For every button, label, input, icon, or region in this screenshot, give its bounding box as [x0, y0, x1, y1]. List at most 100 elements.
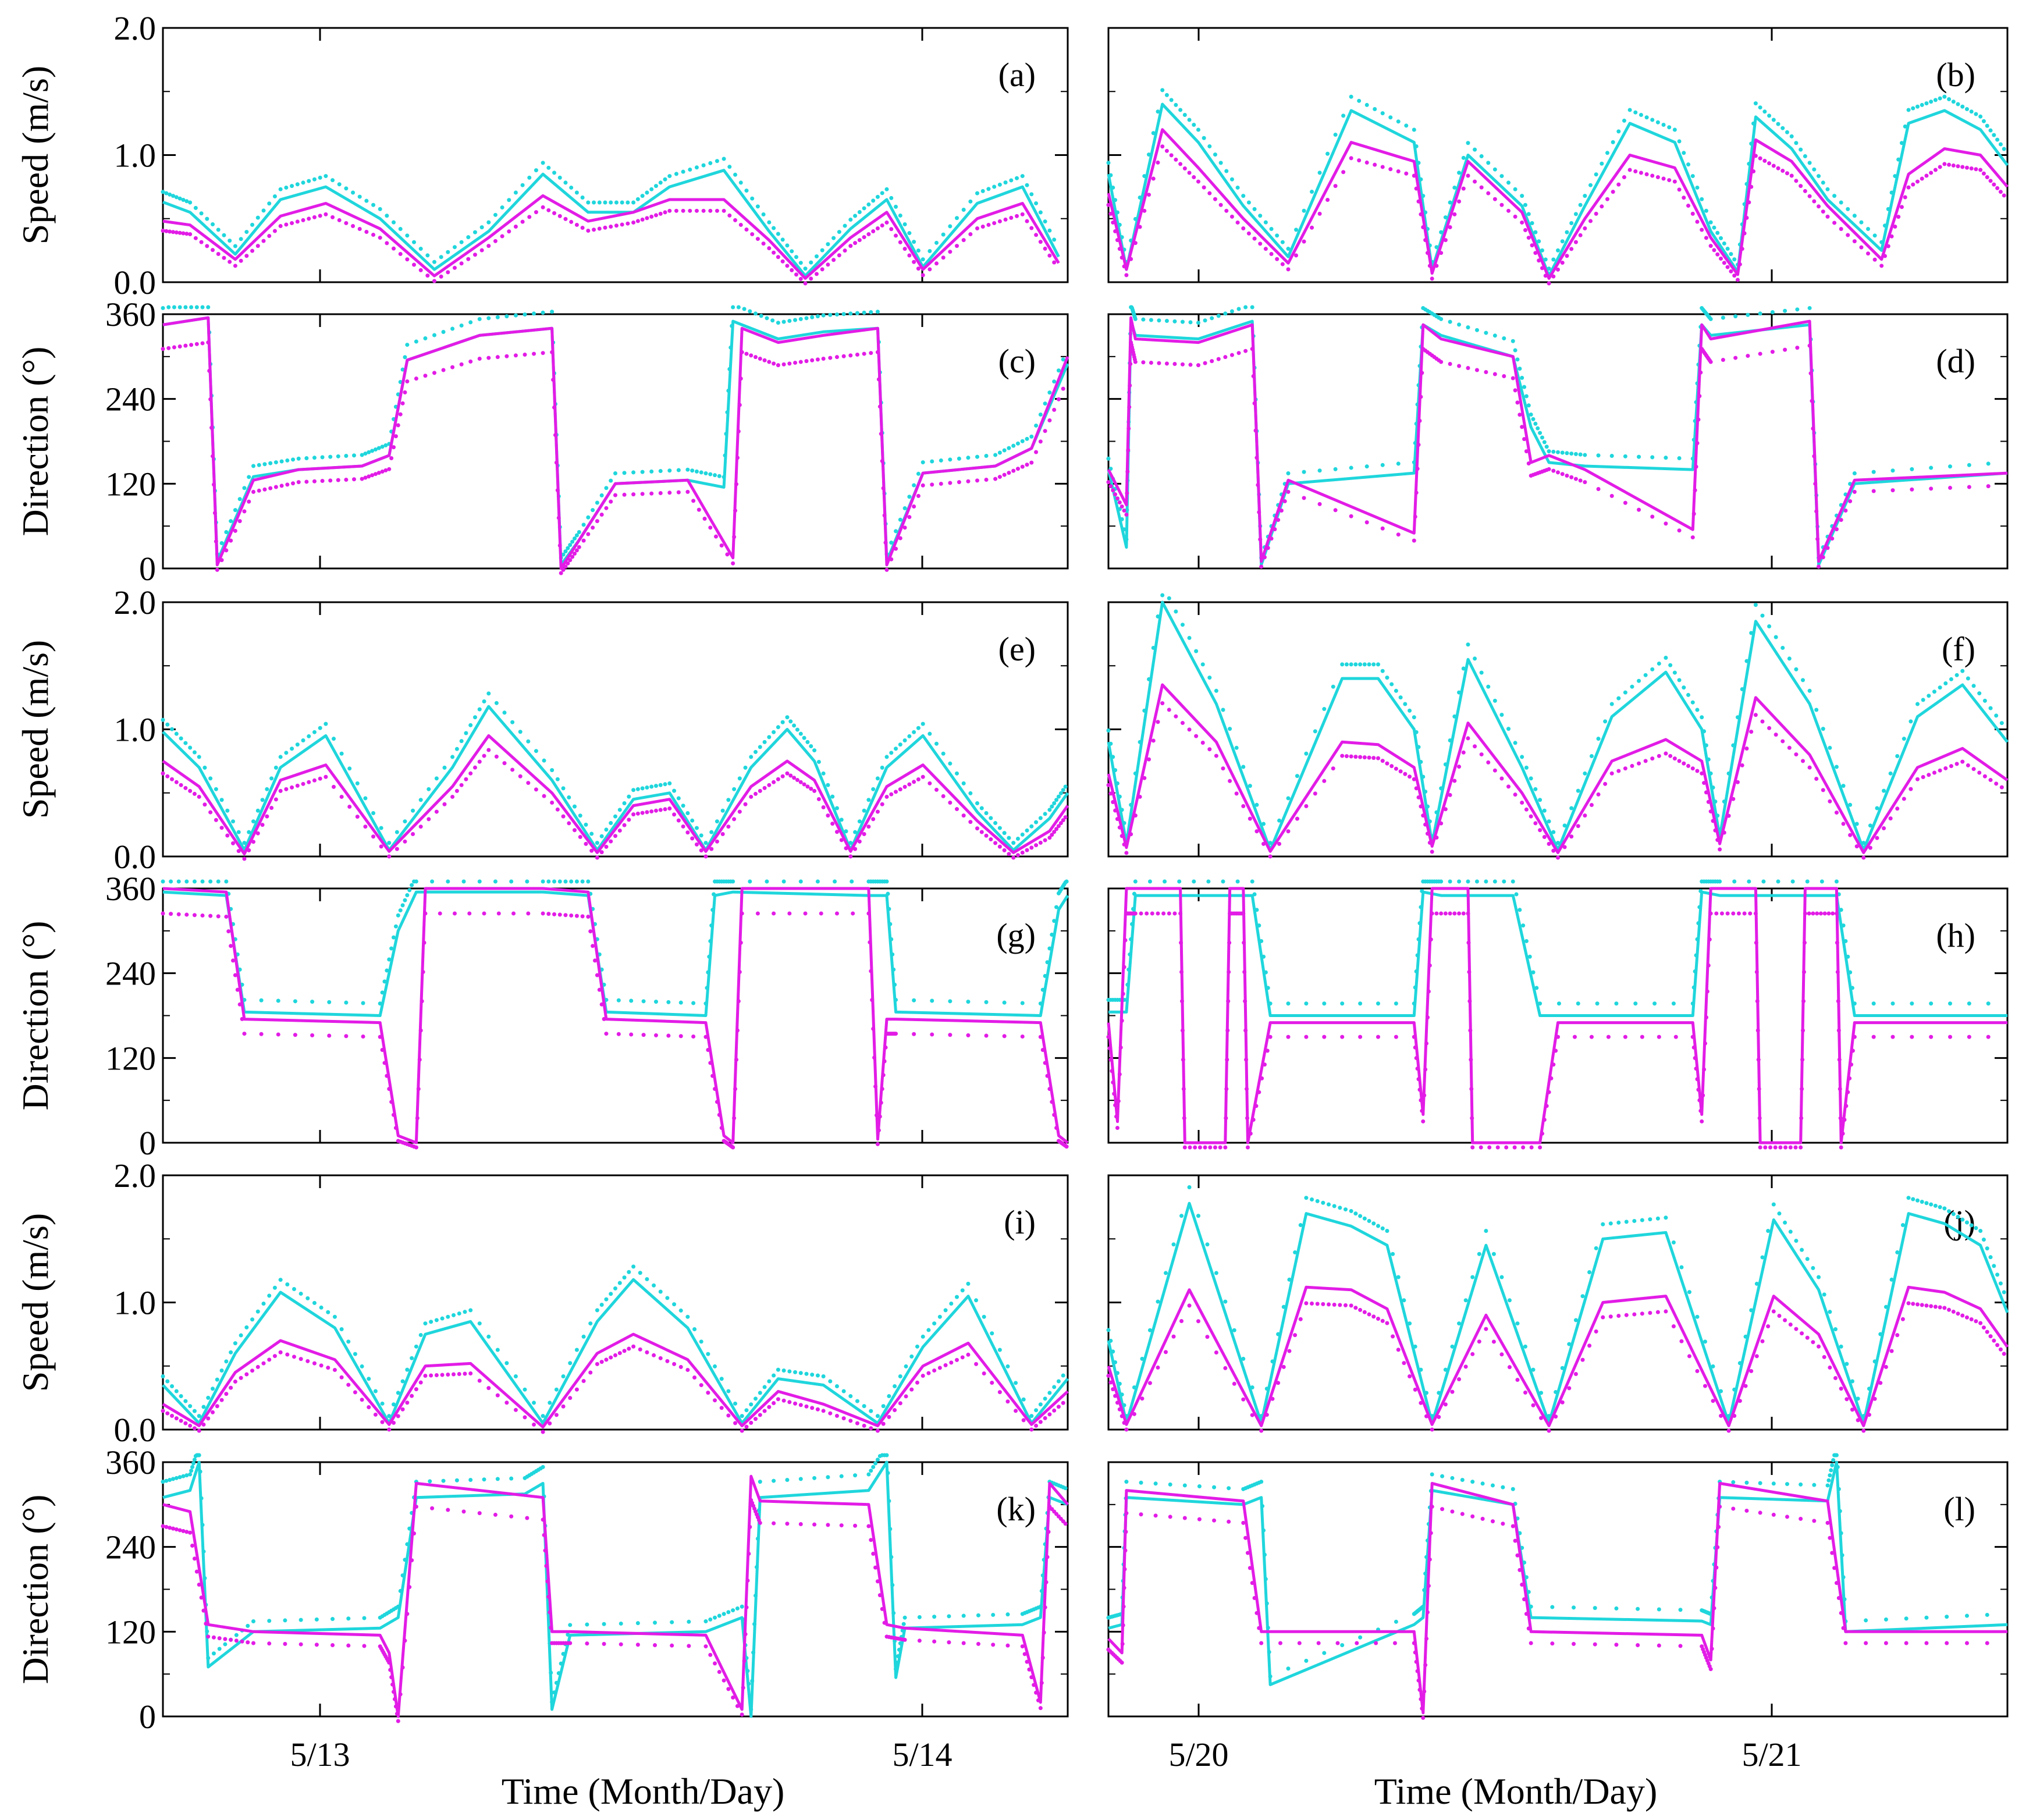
- observation-point: [1394, 1001, 1398, 1006]
- observation-point: [468, 320, 473, 325]
- observation-point: [1623, 1035, 1627, 1039]
- observation-point: [1864, 1641, 1868, 1645]
- observation-point: [1655, 120, 1660, 125]
- observation-point: [1872, 257, 1877, 262]
- observation-point: [495, 355, 500, 360]
- observation-point: [1269, 251, 1274, 256]
- observation-point: [400, 903, 405, 908]
- observation-point: [1967, 463, 1971, 467]
- observation-point: [164, 1524, 169, 1529]
- observation-point: [525, 1516, 529, 1520]
- observation-point: [821, 1374, 826, 1378]
- observation-point: [1020, 832, 1025, 837]
- observation-point: [1758, 311, 1762, 316]
- observation-point: [767, 360, 772, 364]
- observation-point: [748, 309, 752, 314]
- observation-point: [1473, 656, 1477, 661]
- observation-point: [520, 219, 525, 224]
- observation-point: [780, 259, 785, 264]
- observation-point: [1388, 167, 1393, 172]
- series-cyan-dots: [1106, 879, 1991, 1006]
- observation-point: [174, 230, 179, 235]
- observation-point: [1633, 1001, 1638, 1006]
- observation-point: [1603, 719, 1608, 724]
- observation-point: [663, 782, 667, 787]
- observation-point: [552, 912, 557, 916]
- observation-point: [1677, 528, 1682, 533]
- observation-point: [387, 841, 392, 845]
- observation-point: [1945, 1641, 1949, 1645]
- observation-point: [1648, 1310, 1652, 1315]
- observation-point: [1480, 1516, 1485, 1521]
- observation-point: [1938, 96, 1942, 101]
- observation-point: [1995, 1272, 2000, 1277]
- observation-point: [708, 525, 713, 530]
- observation-point: [477, 356, 482, 361]
- observation-point: [1576, 824, 1580, 829]
- observation-point: [762, 785, 767, 790]
- observation-point: [177, 344, 182, 349]
- observation-point: [371, 811, 376, 816]
- observation-point: [955, 807, 959, 812]
- observation-point: [1038, 413, 1043, 417]
- observation-point: [744, 1424, 749, 1429]
- observation-point: [990, 1381, 994, 1385]
- series-magenta-line: [162, 316, 1069, 570]
- observation-point: [1812, 199, 1817, 204]
- observation-point: [902, 525, 907, 530]
- observation-point: [1844, 1397, 1849, 1402]
- observation-point: [708, 208, 713, 213]
- observation-point: [486, 244, 491, 248]
- observation-point: [591, 944, 595, 948]
- observation-point: [1539, 1416, 1544, 1420]
- observation-point: [327, 1000, 332, 1004]
- observation-point: [176, 879, 181, 884]
- observation-point: [561, 1404, 566, 1409]
- observation-point: [794, 255, 798, 260]
- series-cyan-line: [162, 316, 1069, 567]
- observation-point: [869, 1426, 873, 1431]
- observation-point: [894, 1032, 898, 1036]
- observation-point: [1632, 1218, 1637, 1223]
- observation-point: [1321, 1302, 1325, 1306]
- observation-point: [1333, 184, 1338, 189]
- observation-point: [428, 1479, 432, 1484]
- observation-point: [1111, 488, 1115, 493]
- observation-point: [367, 474, 371, 479]
- observation-point: [1333, 133, 1338, 137]
- observation-point: [1203, 1145, 1207, 1150]
- observation-point: [1124, 512, 1129, 517]
- observation-point: [968, 791, 973, 795]
- observation-point: [1567, 1342, 1572, 1346]
- observation-point: [1807, 765, 1812, 770]
- observation-point: [1805, 1335, 1810, 1340]
- observation-point: [1767, 624, 1772, 629]
- observation-point: [617, 828, 622, 833]
- observation-point: [645, 1277, 649, 1281]
- ytick-label: 0.0: [114, 838, 157, 876]
- observation-point: [699, 833, 703, 838]
- observation-point: [1895, 806, 1900, 811]
- observation-point: [1556, 450, 1560, 454]
- observation-point: [853, 241, 858, 246]
- observation-point: [1904, 1616, 1908, 1621]
- observation-point: [1223, 1145, 1228, 1150]
- observation-point: [215, 1404, 219, 1409]
- observation-point: [1673, 1035, 1678, 1039]
- observation-point: [1890, 468, 1895, 473]
- observation-point: [750, 232, 755, 237]
- observation-point: [898, 742, 902, 747]
- observation-point: [948, 481, 953, 485]
- observation-point: [1829, 1468, 1833, 1473]
- observation-point: [737, 809, 742, 814]
- observation-point: [1601, 1222, 1605, 1227]
- observation-point: [609, 839, 613, 844]
- observation-point: [172, 305, 176, 310]
- observation-point: [1282, 499, 1287, 503]
- observation-point: [425, 273, 430, 278]
- observation-point: [255, 831, 260, 836]
- observation-point: [1487, 1145, 1492, 1150]
- observation-point: [1622, 175, 1626, 180]
- observation-point: [755, 204, 760, 209]
- observation-point: [285, 482, 290, 487]
